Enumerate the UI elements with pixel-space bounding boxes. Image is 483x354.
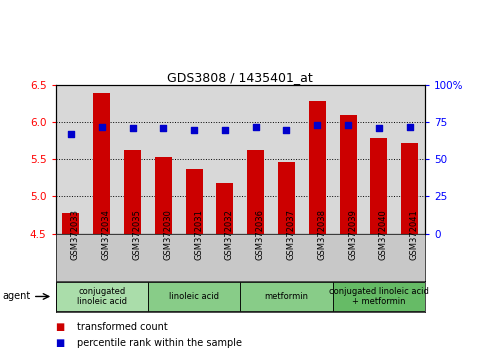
- Text: percentile rank within the sample: percentile rank within the sample: [77, 338, 242, 348]
- Bar: [333, 282, 425, 311]
- Text: GSM372034: GSM372034: [102, 209, 111, 260]
- Text: GSM372038: GSM372038: [317, 209, 327, 260]
- Text: ■: ■: [56, 322, 65, 332]
- Bar: [309, 101, 326, 234]
- Point: [221, 127, 229, 132]
- Bar: [56, 282, 148, 311]
- Text: GSM372033: GSM372033: [71, 209, 80, 260]
- Title: GDS3808 / 1435401_at: GDS3808 / 1435401_at: [168, 71, 313, 84]
- Point: [406, 124, 413, 130]
- Bar: [62, 213, 79, 234]
- Point: [344, 122, 352, 128]
- Point: [313, 122, 321, 128]
- Text: GSM372037: GSM372037: [286, 209, 296, 260]
- Text: GSM372040: GSM372040: [379, 209, 388, 260]
- Text: metformin: metformin: [265, 292, 309, 301]
- Text: GSM372031: GSM372031: [194, 209, 203, 260]
- Bar: [185, 169, 202, 234]
- Text: linoleic acid: linoleic acid: [169, 292, 219, 301]
- Text: GSM372036: GSM372036: [256, 209, 265, 260]
- Point: [283, 127, 290, 132]
- Text: agent: agent: [2, 291, 30, 302]
- Bar: [370, 138, 387, 234]
- Text: GSM372032: GSM372032: [225, 209, 234, 260]
- Text: ■: ■: [56, 338, 65, 348]
- Point: [375, 125, 383, 131]
- Bar: [148, 282, 241, 311]
- Text: conjugated linoleic acid
+ metformin: conjugated linoleic acid + metformin: [329, 287, 429, 306]
- Bar: [93, 93, 110, 234]
- Point: [252, 124, 259, 130]
- Bar: [340, 115, 356, 234]
- Text: conjugated
linoleic acid: conjugated linoleic acid: [77, 287, 127, 306]
- Point: [98, 124, 106, 130]
- Point: [128, 125, 136, 131]
- Bar: [155, 157, 172, 234]
- Bar: [240, 282, 333, 311]
- Text: GSM372041: GSM372041: [410, 209, 419, 260]
- Point: [159, 125, 167, 131]
- Bar: [216, 183, 233, 234]
- Bar: [247, 150, 264, 234]
- Bar: [124, 150, 141, 234]
- Text: GSM372035: GSM372035: [132, 209, 142, 260]
- Bar: [278, 162, 295, 234]
- Text: GSM372039: GSM372039: [348, 209, 357, 260]
- Text: GSM372030: GSM372030: [163, 209, 172, 260]
- Bar: [401, 143, 418, 234]
- Point: [67, 131, 75, 137]
- Text: transformed count: transformed count: [77, 322, 168, 332]
- Point: [190, 127, 198, 132]
